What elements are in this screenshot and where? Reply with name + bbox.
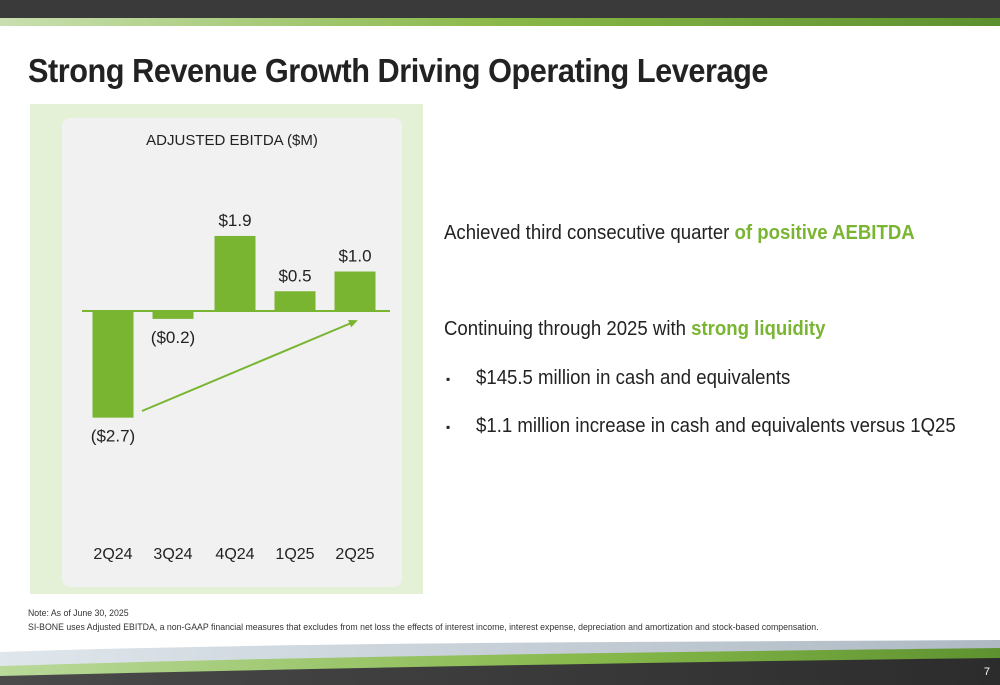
note-non-gaap: SI-BONE uses Adjusted EBITDA, a non-GAAP… <box>28 622 819 633</box>
chart-title: ADJUSTED EBITDA ($M) <box>146 132 318 149</box>
ebitda-bar-chart: ADJUSTED EBITDA ($M) ($2.7) 2Q24 ($0.2) 3Q2… <box>82 132 390 563</box>
bullet-cash-increase: $1.1 million increase in cash and equiva… <box>476 415 956 437</box>
category-label-2q25: 2Q25 <box>335 546 374 563</box>
data-label-4q24: $1.9 <box>218 211 251 230</box>
highlight-aebitda-emphasis: of positive AEBITDA <box>734 222 915 244</box>
data-label-1q25: $0.5 <box>278 266 311 285</box>
bullet-cash: $145.5 million in cash and equivalents <box>476 367 791 389</box>
data-label-2q24: ($2.7) <box>91 427 135 446</box>
category-label-2q24: 2Q24 <box>93 546 132 563</box>
highlight-liquidity: Continuing through 2025 with strong liqu… <box>444 318 825 341</box>
data-label-2q25: $1.0 <box>338 247 371 266</box>
bullet-square-icon: ▪ <box>446 420 451 434</box>
bar-3q24 <box>152 311 194 319</box>
data-label-3q24: ($0.2) <box>151 328 195 347</box>
bar-2q25 <box>334 271 376 311</box>
footer-wave <box>0 640 1000 685</box>
highlight-liquidity-text: Continuing through 2025 with <box>444 318 692 340</box>
bar-1q25 <box>274 291 316 311</box>
top-dark-bar <box>0 0 1000 18</box>
page-title: Strong Revenue Growth Driving Operating … <box>28 52 768 89</box>
highlight-aebitda-text: Achieved third consecutive quarter <box>444 222 735 244</box>
category-label-4q24: 4Q24 <box>215 546 254 563</box>
bar-4q24 <box>214 235 256 311</box>
trend-arrow <box>141 320 358 412</box>
bullet-square-icon: ▪ <box>446 372 451 386</box>
category-label-1q25: 1Q25 <box>275 546 314 563</box>
page-number: 7 <box>983 666 990 678</box>
note-date: Note: As of June 30, 2025 <box>28 608 129 619</box>
bar-2q24 <box>92 311 134 418</box>
category-label-3q24: 3Q24 <box>153 546 192 563</box>
top-gradient-stripe <box>0 18 1000 26</box>
highlight-liquidity-emphasis: strong liquidity <box>691 318 826 340</box>
highlight-aebitda: Achieved third consecutive quarter of po… <box>444 222 915 245</box>
